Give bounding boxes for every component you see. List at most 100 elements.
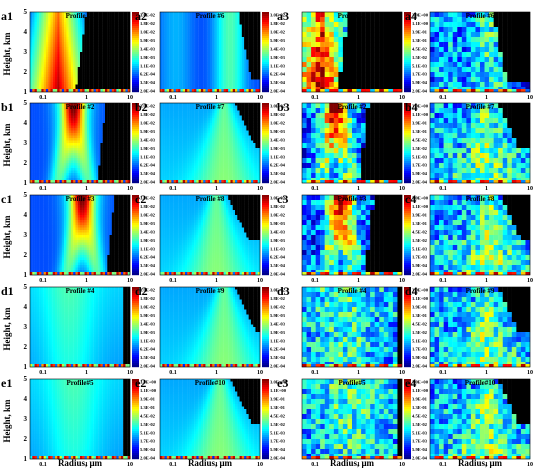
heatmap-cell [489, 42, 494, 48]
heatmap-cell [77, 77, 81, 80]
heatmap-cell [64, 89, 67, 92]
heatmap-cell [32, 110, 35, 114]
heatmap-cell [118, 138, 122, 141]
heatmap-cell [189, 24, 192, 28]
heatmap-cell [365, 27, 371, 33]
heatmap-cell [223, 52, 227, 55]
heatmap-cell [189, 42, 192, 45]
heatmap-cell [333, 27, 339, 33]
heatmap-cell [125, 155, 128, 159]
heatmap-cell [160, 54, 163, 58]
heatmap-cell [30, 19, 33, 23]
heatmap-cell [342, 57, 348, 63]
heatmap-cell [162, 89, 165, 92]
heatmap-cell [55, 87, 58, 90]
heatmap-cell [253, 87, 256, 90]
heatmap-cell [180, 29, 183, 33]
heatmap-cell [489, 37, 494, 43]
heatmap-cell [180, 24, 183, 28]
heatmap-cell [52, 79, 56, 83]
heatmap-cell [379, 67, 384, 73]
heatmap-cell [98, 42, 101, 45]
heatmap-cell [180, 14, 183, 18]
heatmap-cell [41, 42, 44, 45]
heatmap-cell [118, 24, 122, 28]
heatmap-cell [302, 77, 307, 83]
x-tick-label: 0.1 [169, 95, 177, 101]
heatmap-cell [70, 27, 74, 30]
heatmap-cell [98, 148, 101, 151]
heatmap-cell [114, 44, 117, 48]
heatmap-cell [171, 42, 174, 45]
heatmap-cell [73, 153, 76, 156]
heatmap-cell [61, 108, 65, 111]
heatmap-cell [73, 22, 76, 25]
heatmap-cell [123, 105, 126, 109]
heatmap-cell [212, 89, 215, 92]
heatmap-cell [219, 27, 222, 30]
heatmap-cell [361, 52, 366, 58]
heatmap-cell [52, 57, 56, 60]
heatmap-cell [123, 59, 126, 63]
heatmap-cell [443, 42, 449, 48]
heatmap-cell [250, 47, 254, 50]
heatmap-cell [59, 165, 62, 169]
heatmap-cell [55, 103, 58, 106]
heatmap-cell [55, 143, 58, 146]
heatmap-cell [55, 54, 58, 58]
heatmap-cell [86, 135, 90, 139]
heatmap-cell [356, 37, 362, 43]
heatmap-cell [230, 84, 233, 88]
heatmap-cell [50, 82, 53, 85]
heatmap-cell [216, 57, 220, 60]
heatmap-cell [82, 12, 85, 15]
heatmap-cell [34, 27, 37, 30]
heatmap-cell [57, 12, 60, 15]
heatmap-cell [189, 64, 192, 68]
heatmap-cell [39, 118, 42, 121]
heatmap-cell [196, 12, 199, 15]
heatmap-cell [89, 27, 92, 30]
heatmap-cell [302, 82, 307, 88]
heatmap-cell [98, 118, 101, 121]
heatmap-cell [120, 87, 124, 90]
heatmap-cell [123, 108, 126, 111]
heatmap-cell [100, 118, 103, 121]
colorbar-segment [404, 66, 411, 69]
heatmap-cell [127, 123, 131, 126]
heatmap-cell [48, 72, 51, 75]
heatmap-cell [50, 24, 53, 28]
heatmap-cell [66, 37, 69, 40]
heatmap-cell [250, 62, 254, 65]
heatmap-cell [182, 54, 186, 58]
heatmap-cell [210, 64, 213, 68]
heatmap-cell [118, 110, 122, 114]
heatmap-cell [107, 84, 110, 88]
heatmap-cell [194, 39, 197, 43]
heatmap-cell [221, 82, 224, 85]
heatmap-cell [166, 42, 170, 45]
heatmap-cell [320, 17, 325, 23]
heatmap-cell [57, 49, 60, 53]
heatmap-cell [127, 32, 131, 35]
heatmap-cell [230, 27, 233, 30]
heatmap-cell [36, 82, 40, 85]
heatmap-cell [59, 59, 62, 63]
heatmap-cell [77, 59, 81, 63]
heatmap-cell [125, 79, 128, 83]
heatmap-cell [516, 57, 522, 63]
heatmap-cell [511, 52, 517, 58]
heatmap-cell [228, 19, 231, 23]
heatmap-cell [489, 12, 494, 18]
heatmap-cell [221, 67, 224, 70]
heatmap-cell [52, 138, 56, 141]
heatmap-cell [50, 17, 53, 20]
heatmap-cell [221, 87, 224, 90]
heatmap-cell [207, 32, 211, 35]
heatmap-cell [93, 67, 97, 70]
heatmap-cell [253, 27, 256, 30]
heatmap-cell [191, 47, 195, 50]
heatmap-cell [370, 42, 375, 48]
heatmap-cell [120, 34, 124, 38]
heatmap-cell [374, 72, 380, 78]
